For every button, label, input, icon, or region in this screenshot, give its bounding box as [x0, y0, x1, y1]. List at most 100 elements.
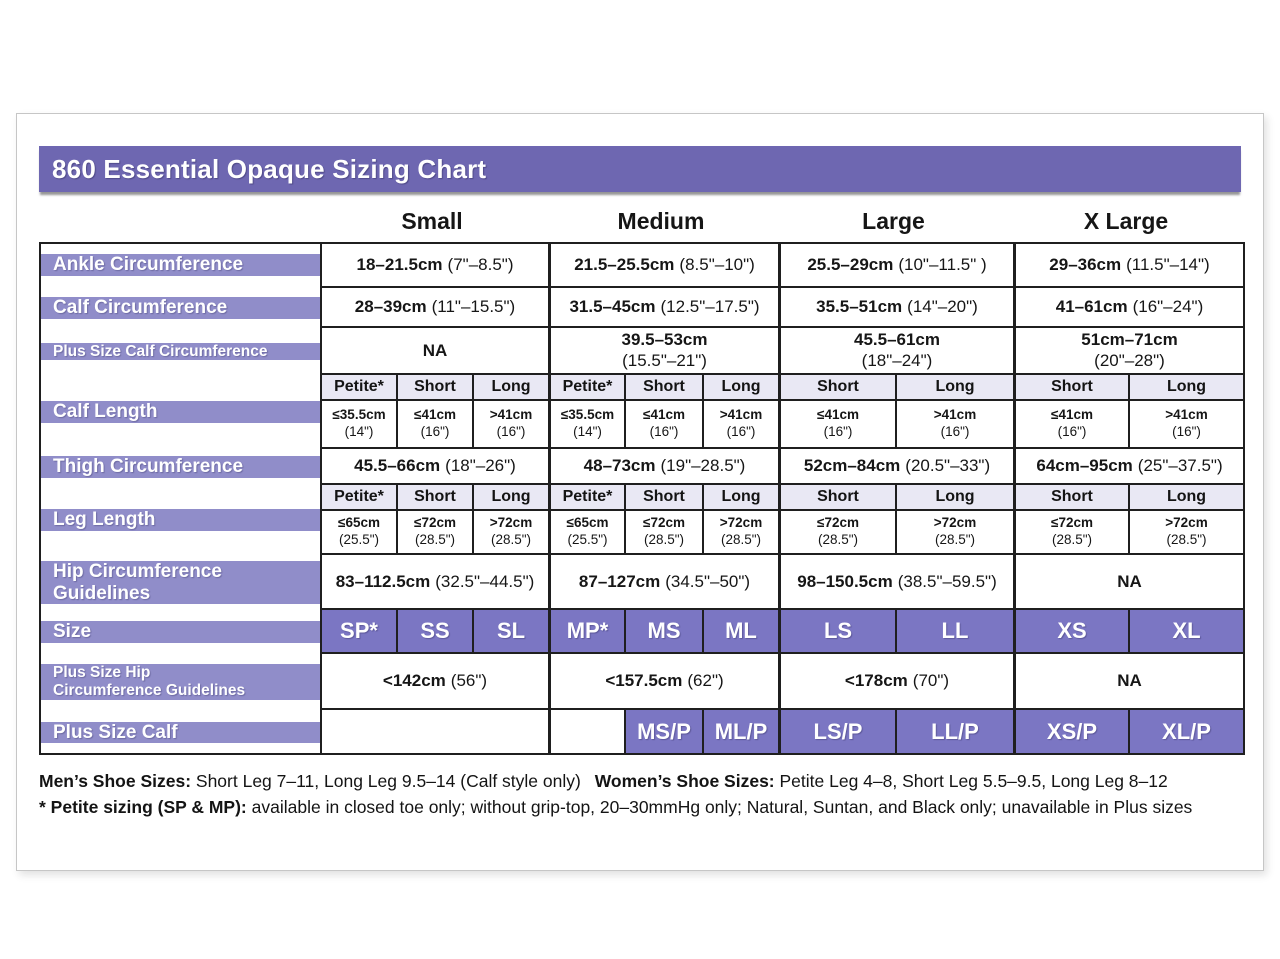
- size-column-headers: Small Medium Large X Large: [39, 200, 1241, 242]
- cell-leg-length-short-medium: ≤72cm (28.5"): [624, 509, 702, 553]
- cell-plus-hip-xlarge: NA: [1013, 652, 1243, 708]
- subheader-calf-length-long-xlarge: Long: [1128, 373, 1243, 399]
- size-cell-sp: SP*: [320, 608, 396, 652]
- cell-ankle-medium: 21.5–25.5cm (8.5"–10"): [548, 244, 778, 286]
- cell-plus-calf-circ-large: 45.5–61cm (18"–24"): [778, 326, 1013, 373]
- subheader-calf-length-petite-medium: Petite*: [548, 373, 624, 399]
- plus-calf-cell-msp: MS/P: [624, 708, 702, 753]
- subheader-calf-length-petite-small: Petite*: [320, 373, 396, 399]
- size-cell-ml: ML: [702, 608, 778, 652]
- subheader-leg-length-long-medium: Long: [702, 483, 778, 509]
- cell-calf-medium: 31.5–45cm (12.5"–17.5"): [548, 286, 778, 326]
- cell-plus-calf-circ-small: NA: [320, 326, 548, 373]
- size-cell-xl: XL: [1128, 608, 1243, 652]
- chart-title-bar: 860 Essential Opaque Sizing Chart: [39, 146, 1241, 192]
- cell-plus-hip-medium: <157.5cm (62"): [548, 652, 778, 708]
- size-cell-mp: MP*: [548, 608, 624, 652]
- plus-calf-cell-mp-empty: [548, 708, 624, 753]
- cell-leg-length-petite-medium: ≤65cm (25.5"): [548, 509, 624, 553]
- cell-thigh-small: 45.5–66cm (18"–26"): [320, 447, 548, 483]
- column-header-xlarge: X Large: [1083, 207, 1169, 234]
- cell-calf-length-short-large: ≤41cm (16"): [778, 399, 895, 447]
- column-header-large: Large: [862, 207, 925, 234]
- subheader-calf-length-short-medium: Short: [624, 373, 702, 399]
- subheader-leg-length-short-large: Short: [778, 483, 895, 509]
- cell-calf-length-short-medium: ≤41cm (16"): [624, 399, 702, 447]
- cell-leg-length-long-xlarge: >72cm (28.5"): [1128, 509, 1243, 553]
- row-label-thigh-circumference: Thigh Circumference: [41, 447, 320, 483]
- row-label-calf-length: Calf Length: [41, 373, 320, 447]
- plus-calf-cell-mlp: ML/P: [702, 708, 778, 753]
- footer-notes: Men’s Shoe Sizes: Short Leg 7–11, Long L…: [39, 768, 1241, 821]
- size-cell-ms: MS: [624, 608, 702, 652]
- subheader-leg-length-petite-small: Petite*: [320, 483, 396, 509]
- subheader-leg-length-short-xlarge: Short: [1013, 483, 1128, 509]
- chart-title: 860 Essential Opaque Sizing Chart: [52, 153, 487, 184]
- plus-calf-cell-llp: LL/P: [895, 708, 1013, 753]
- subheader-calf-length-long-medium: Long: [702, 373, 778, 399]
- row-label-plus-size-hip-circumference-guidelines: Plus Size Hip Circumference Guidelines: [41, 652, 320, 708]
- column-header-small: Small: [401, 207, 463, 234]
- subheader-calf-length-short-large: Short: [778, 373, 895, 399]
- cell-hip-medium: 87–127cm (34.5"–50"): [548, 553, 778, 608]
- size-cell-ls: LS: [778, 608, 895, 652]
- cell-calf-length-long-small: >41cm (16"): [472, 399, 548, 447]
- cell-calf-length-petite-medium: ≤35.5cm (14"): [548, 399, 624, 447]
- cell-leg-length-long-small: >72cm (28.5"): [472, 509, 548, 553]
- cell-calf-length-long-large: >41cm (16"): [895, 399, 1013, 447]
- plus-calf-cell-xsp: XS/P: [1013, 708, 1128, 753]
- size-cell-ll: LL: [895, 608, 1013, 652]
- cell-calf-length-petite-small: ≤35.5cm (14"): [320, 399, 396, 447]
- size-cell-xs: XS: [1013, 608, 1128, 652]
- size-cell-sl: SL: [472, 608, 548, 652]
- cell-ankle-large: 25.5–29cm (10"–11.5" ): [778, 244, 1013, 286]
- subheader-leg-length-petite-medium: Petite*: [548, 483, 624, 509]
- cell-leg-length-short-xlarge: ≤72cm (28.5"): [1013, 509, 1128, 553]
- cell-calf-small: 28–39cm (11"–15.5"): [320, 286, 548, 326]
- plus-calf-cell-lsp: LS/P: [778, 708, 895, 753]
- cell-calf-xlarge: 41–61cm (16"–24"): [1013, 286, 1243, 326]
- cell-plus-calf-circ-medium: 39.5–53cm (15.5"–21"): [548, 326, 778, 373]
- row-label-hip-circumference-guidelines: Hip Circumference Guidelines: [41, 553, 320, 608]
- size-cell-ss: SS: [396, 608, 472, 652]
- cell-leg-length-short-large: ≤72cm (28.5"): [778, 509, 895, 553]
- subheader-leg-length-long-xlarge: Long: [1128, 483, 1243, 509]
- cell-calf-length-short-small: ≤41cm (16"): [396, 399, 472, 447]
- footer-shoe-sizes: Men’s Shoe Sizes: Short Leg 7–11, Long L…: [39, 771, 1168, 791]
- cell-hip-small: 83–112.5cm (32.5"–44.5"): [320, 553, 548, 608]
- footer-petite-note: * Petite sizing (SP & MP): available in …: [39, 797, 1193, 818]
- cell-leg-length-short-small: ≤72cm (28.5"): [396, 509, 472, 553]
- cell-leg-length-long-medium: >72cm (28.5"): [702, 509, 778, 553]
- subheader-calf-length-long-small: Long: [472, 373, 548, 399]
- subheader-calf-length-short-small: Short: [396, 373, 472, 399]
- row-label-plus-size-calf: Plus Size Calf: [41, 708, 320, 753]
- subheader-leg-length-short-medium: Short: [624, 483, 702, 509]
- cell-hip-xlarge: NA: [1013, 553, 1243, 608]
- row-label-size: Size: [41, 608, 320, 652]
- subheader-leg-length-long-large: Long: [895, 483, 1013, 509]
- cell-ankle-small: 18–21.5cm (7"–8.5"): [320, 244, 548, 286]
- cell-calf-length-long-medium: >41cm (16"): [702, 399, 778, 447]
- plus-calf-cell-xlp: XL/P: [1128, 708, 1243, 753]
- cell-plus-hip-large: <178cm (70"): [778, 652, 1013, 708]
- cell-hip-large: 98–150.5cm (38.5"–59.5"): [778, 553, 1013, 608]
- cell-plus-calf-circ-xlarge: 51cm–71cm (20"–28"): [1013, 326, 1243, 373]
- cell-calf-large: 35.5–51cm (14"–20"): [778, 286, 1013, 326]
- cell-thigh-medium: 48–73cm (19"–28.5"): [548, 447, 778, 483]
- sizing-table: Ankle Circumference 18–21.5cm (7"–8.5") 2…: [39, 242, 1245, 755]
- row-label-leg-length: Leg Length: [41, 483, 320, 553]
- sizing-chart-card: 860 Essential Opaque Sizing Chart Small …: [16, 113, 1264, 871]
- subheader-leg-length-short-small: Short: [396, 483, 472, 509]
- cell-calf-length-long-xlarge: >41cm (16"): [1128, 399, 1243, 447]
- subheader-calf-length-long-large: Long: [895, 373, 1013, 399]
- cell-ankle-xlarge: 29–36cm (11.5"–14"): [1013, 244, 1243, 286]
- cell-plus-hip-small: <142cm (56"): [320, 652, 548, 708]
- cell-calf-length-short-xlarge: ≤41cm (16"): [1013, 399, 1128, 447]
- row-label-ankle-circumference: Ankle Circumference: [41, 244, 320, 286]
- cell-leg-length-petite-small: ≤65cm (25.5"): [320, 509, 396, 553]
- subheader-leg-length-long-small: Long: [472, 483, 548, 509]
- cell-leg-length-long-large: >72cm (28.5"): [895, 509, 1013, 553]
- cell-thigh-large: 52cm–84cm (20.5"–33"): [778, 447, 1013, 483]
- row-label-calf-circumference: Calf Circumference: [41, 286, 320, 326]
- row-label-plus-size-calf-circumference: Plus Size Calf Circumference: [41, 326, 320, 373]
